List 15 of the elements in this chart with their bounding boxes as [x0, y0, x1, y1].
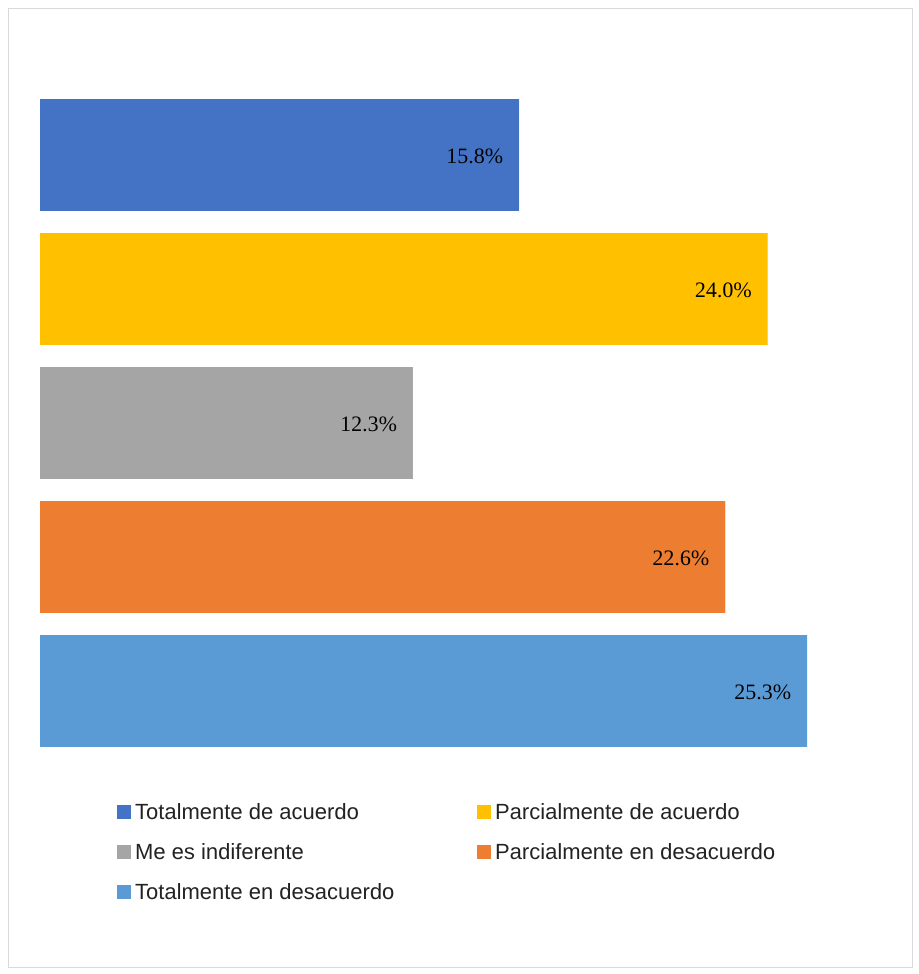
bar: [40, 635, 808, 747]
legend-label: Totalmente de acuerdo: [135, 799, 359, 825]
bar: [40, 99, 520, 211]
data-label: 12.3%: [340, 410, 397, 436]
legend-label: Parcialmente en desacuerdo: [495, 839, 776, 865]
bar: [40, 501, 726, 613]
bar: [40, 367, 413, 479]
bar: [40, 233, 768, 345]
legend-label: Totalmente en desacuerdo: [135, 879, 394, 905]
data-label: 22.6%: [652, 544, 710, 570]
data-label: 15.8%: [446, 142, 504, 168]
data-label: 24.0%: [694, 276, 752, 302]
legend-label: Parcialmente de acuerdo: [495, 799, 740, 825]
data-label: 25.3%: [734, 678, 792, 704]
legend-label: Me es indiferente: [135, 839, 304, 865]
